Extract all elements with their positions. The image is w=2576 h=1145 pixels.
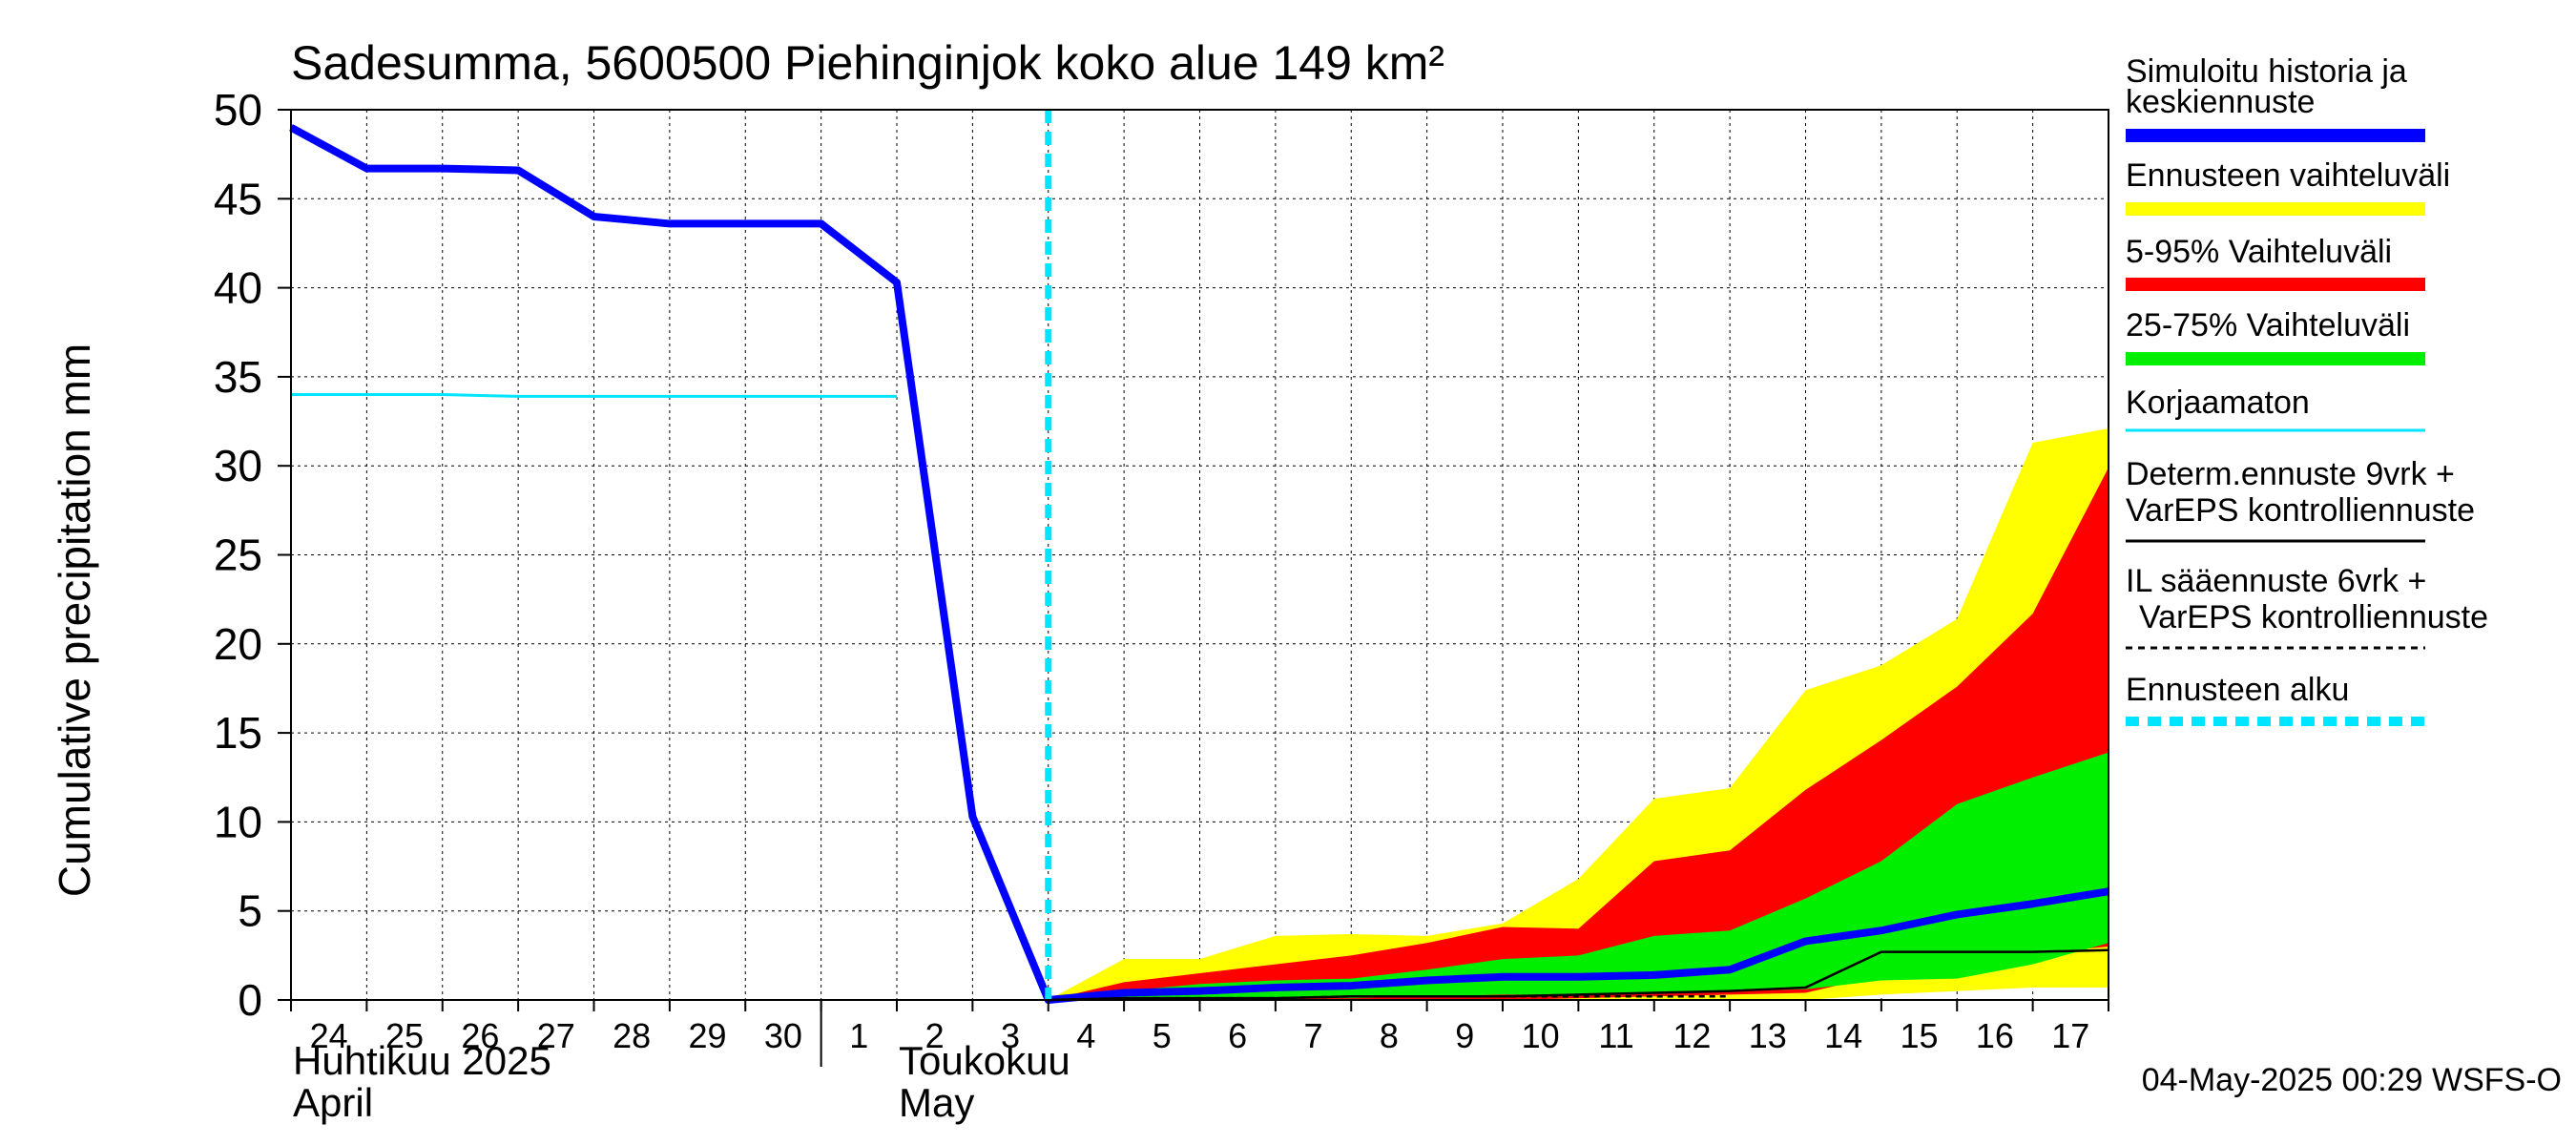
y-tick-label: 20 xyxy=(214,619,262,669)
x-tick-label: 29 xyxy=(689,1016,727,1055)
legend-item: IL sääennuste 6vrk +VarEPS kontrolliennu… xyxy=(2126,563,2488,650)
legend-label: 5-95% Vaihteluväli xyxy=(2126,234,2392,270)
y-axis: 0 5 10 15 20 25 30 35 40 45 50 xyxy=(214,85,291,1025)
x-tick-label: 4 xyxy=(1076,1016,1095,1055)
il-forecast-line xyxy=(1048,995,1731,1002)
x-axis: 24 25 26 27 28 29 30 1 2 3 4 5 6 7 8 9 10 11 12 13 14 15 16 17H… xyxy=(290,1000,2109,1125)
x-tick-label: 17 xyxy=(2051,1016,2089,1055)
x-tick-label: 11 xyxy=(1598,1016,1633,1055)
plot-area xyxy=(289,109,2109,1004)
x-tick-label: 9 xyxy=(1455,1016,1474,1055)
y-tick-label: 35 xyxy=(214,352,262,402)
x-tick-label: 30 xyxy=(764,1016,802,1055)
month-label-fi: Huhtikuu 2025 xyxy=(293,1038,551,1083)
y-tick-label: 0 xyxy=(238,975,262,1025)
x-tick-label: 14 xyxy=(1824,1016,1862,1055)
legend-label: 25-75% Vaihteluväli xyxy=(2126,307,2410,344)
chart-title: Sadesumma, 5600500 Piehinginjok koko alu… xyxy=(291,36,1444,90)
x-tick-label: 2 xyxy=(925,1016,945,1055)
deterministic-forecast-line xyxy=(1048,948,2109,1002)
y-tick-label: 45 xyxy=(214,174,262,223)
uncorrected-line xyxy=(291,393,897,398)
legend-label: VarEPS kontrolliennuste xyxy=(2126,492,2475,529)
y-tick-label: 10 xyxy=(214,797,262,846)
x-tick-label: 13 xyxy=(1749,1016,1787,1055)
timestamp-footer: 04-May-2025 00:29 WSFS-O xyxy=(2142,1062,2562,1098)
y-tick-label: 15 xyxy=(214,708,262,758)
legend-label: keskiennuste xyxy=(2126,84,2315,120)
legend-label: Simuloitu historia ja xyxy=(2126,53,2407,90)
legend-label: Korjaamaton xyxy=(2126,385,2310,421)
y-tick-label: 40 xyxy=(214,263,262,313)
legend-label: IL sääennuste 6vrk + xyxy=(2126,563,2426,599)
y-tick-label: 30 xyxy=(214,441,262,490)
legend-label: VarEPS kontrolliennuste xyxy=(2139,599,2488,635)
x-tick-label: 27 xyxy=(537,1016,575,1055)
x-tick-label: 26 xyxy=(461,1016,499,1055)
p5-95-band xyxy=(1048,468,2109,1000)
legend-label: Ennusteen vaihteluväli xyxy=(2126,157,2450,194)
x-tick-label: 3 xyxy=(1001,1016,1020,1055)
x-tick-label: 6 xyxy=(1228,1016,1247,1055)
x-tick-label: 1 xyxy=(849,1016,868,1055)
legend-item: Korjaamaton xyxy=(2126,385,2425,432)
x-tick-label: 7 xyxy=(1304,1016,1323,1055)
month-label-en: May xyxy=(899,1080,974,1125)
legend-item: Determ.ennuste 9vrk +VarEPS kontrollienn… xyxy=(2126,456,2475,543)
x-tick-label: 16 xyxy=(1976,1016,2014,1055)
x-tick-label: 25 xyxy=(385,1016,424,1055)
month-label-en: April xyxy=(293,1080,373,1125)
y-axis-label: Cumulative precipitation mm xyxy=(50,344,99,897)
x-tick-label: 24 xyxy=(310,1016,348,1055)
x-tick-label: 12 xyxy=(1672,1016,1711,1055)
legend-label: Ennusteen alku xyxy=(2126,672,2349,708)
x-tick-label: 28 xyxy=(613,1016,651,1055)
x-tick-label: 8 xyxy=(1380,1016,1399,1055)
y-tick-label: 5 xyxy=(238,886,262,936)
month-label-fi: Toukokuu xyxy=(899,1038,1070,1083)
x-tick-label: 15 xyxy=(1901,1016,1939,1055)
legend-item: 25-75% Vaihteluväli xyxy=(2126,307,2425,365)
legend-label: Determ.ennuste 9vrk + xyxy=(2126,456,2455,492)
x-tick-label: 10 xyxy=(1522,1016,1560,1055)
legend-item: Ennusteen alku xyxy=(2126,672,2425,726)
y-tick-label: 25 xyxy=(214,531,262,580)
legend-item: 5-95% Vaihteluväli xyxy=(2126,234,2425,291)
mean-precipitation-line xyxy=(289,124,2109,1004)
legend-item: Ennusteen vaihteluväli xyxy=(2126,157,2450,216)
y-tick-label: 50 xyxy=(214,85,262,135)
x-tick-label: 5 xyxy=(1153,1016,1172,1055)
